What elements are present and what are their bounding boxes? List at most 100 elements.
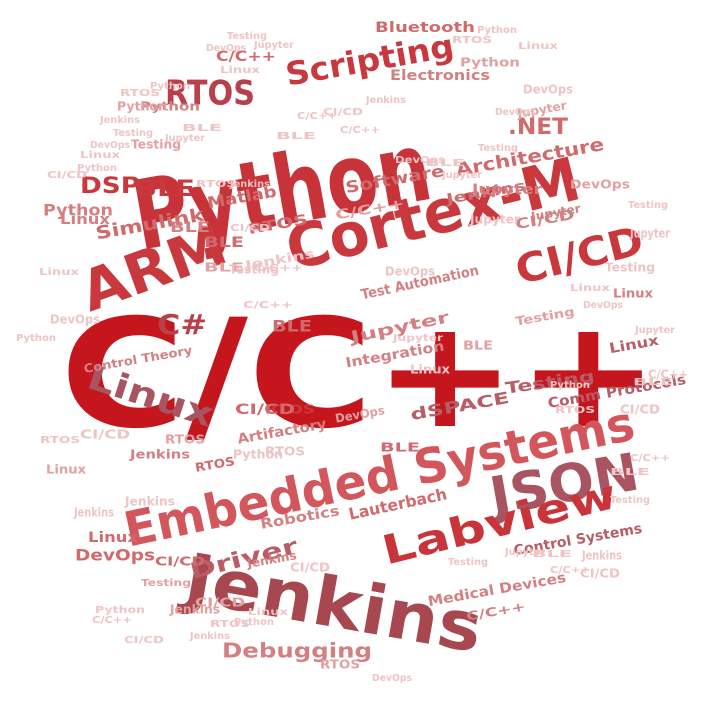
word-linux: Linux [88,530,138,546]
word-python: Python [77,163,117,174]
word-rtos: RTOS [40,435,80,446]
word-testing: Testing [229,263,279,277]
word-devops: DevOps [50,313,100,327]
word-ci-cd: CI/CD [323,107,363,118]
word-jupyter: Jupyter [471,182,542,198]
word-python: Python [117,100,167,114]
word-testing: Testing [448,557,488,568]
word-jenkins: Jenkins [124,495,175,509]
word-ci-cd: CI/CD [290,561,330,575]
word-ci-cd: CI/CD [580,567,620,581]
word-jupyter: Jupyter [504,547,545,558]
word-devops: DevOps [583,300,623,311]
word-c-cpp: C/C++ [60,288,660,462]
word-c-cpp: C/C++ [340,125,380,136]
word-rtos: RTOS [452,35,492,46]
word-testing: Testing [141,578,191,589]
word-c-cpp: C/C++ [92,615,132,626]
word-devops: DevOps [206,43,246,54]
word-jenkins: Jenkins [581,549,622,563]
word-python: Python [43,201,113,220]
word-rtos: RTOS [265,445,305,459]
word-jupyter: Jupyter [253,40,294,51]
word-ci-cd: CI/CD [195,596,245,610]
word-rtos: RTOS [265,403,315,417]
word-devops: DevOps [385,265,435,279]
word-jupyter: Jupyter [164,133,205,144]
word-testing: Testing [113,128,153,139]
word-linux: Linux [60,212,110,228]
word-testing: Testing [610,495,650,506]
word-python: Python [460,56,520,70]
word-jupyter: Jupyter [469,213,520,227]
word-devops: DevOps [495,107,535,118]
word-c-cpp: C/C++ [297,111,337,122]
word-rtos: RTOS [165,433,205,447]
word-python: Python [95,605,145,616]
word-ble: BLE [425,158,465,169]
word-net: .NET [508,115,568,140]
word-linux: Linux [39,267,80,278]
word-devops: DevOps [90,140,130,151]
word-ble: BLE [610,467,650,478]
word-ci-cd: CI/CD [124,635,164,646]
word-testing: Testing [605,261,655,275]
word-ble: BLE [380,441,420,455]
word-testing: Testing [628,200,668,211]
word-ble: BLE [463,339,493,353]
word-linux: Linux [410,363,450,377]
word-testing: Testing [478,143,518,154]
word-c-cpp: C/C++ [648,368,688,382]
word-jenkins: Jenkins [73,506,114,520]
word-jenkins: Jenkins [365,95,406,106]
word-ci-cd: CI/CD [230,223,270,234]
word-python: Python [150,81,190,92]
word-ble: BLE [633,377,673,388]
word-ble: BLE [532,549,572,560]
word-rtos: RTOS [196,179,236,190]
word-debugging: Debugging [222,639,372,663]
word-devops: DevOps [570,178,630,192]
word-c-cpp: C/C++ [630,453,670,464]
word-dsp: DSP [80,174,140,199]
word-ci-cd: CI/CD [620,403,660,417]
word-linux: Linux [613,287,653,301]
word-rtos: RTOS [165,74,255,114]
word-jupyter: Jupyter [441,170,482,181]
word-python: Python [550,380,590,391]
word-python: Python [477,25,517,36]
word-linux: Linux [80,150,121,161]
word-c-cpp: C/C++ [253,263,303,274]
word-jenkins: Jenkins [99,115,140,126]
word-ci-cd: CI/CD [235,402,295,418]
word-testing: Testing [131,138,181,152]
word-electronics: Electronics [390,68,490,84]
word-linux: Linux [220,65,261,76]
word-jenkins: Jenkins [169,603,220,617]
word-jupyter: Jupyter [634,325,675,336]
word-ci-cd: CI/CD [80,428,130,442]
word-bluetooth: Bluetooth [375,20,475,36]
word-jenkins: Jenkins [189,631,230,642]
word-csharp: C# [157,308,207,341]
word-devops: DevOps [395,155,445,166]
word-c-cpp: C/C++ [216,49,276,65]
word-c-cpp: C/C++ [550,565,590,576]
word-rtos: RTOS [194,454,236,475]
word-linux: Linux [248,607,289,618]
word-python: Python [140,100,200,114]
word-linux: Linux [518,41,559,52]
word-rtos: RTOS [210,619,250,630]
word-jupyter: Jupyter [392,333,443,344]
word-c-cpp: C/C++ [243,300,293,311]
word-rtos: RTOS [320,658,360,672]
word-ci-cd: CI/CD [155,555,205,569]
word-devops: DevOps [372,673,412,684]
word-ble: BLE [276,131,316,142]
word-python: Python [16,333,56,344]
word-ble: BLE [135,177,195,202]
word-jupyter: Jupyter [629,227,670,241]
word-devops: DevOps [523,83,573,97]
